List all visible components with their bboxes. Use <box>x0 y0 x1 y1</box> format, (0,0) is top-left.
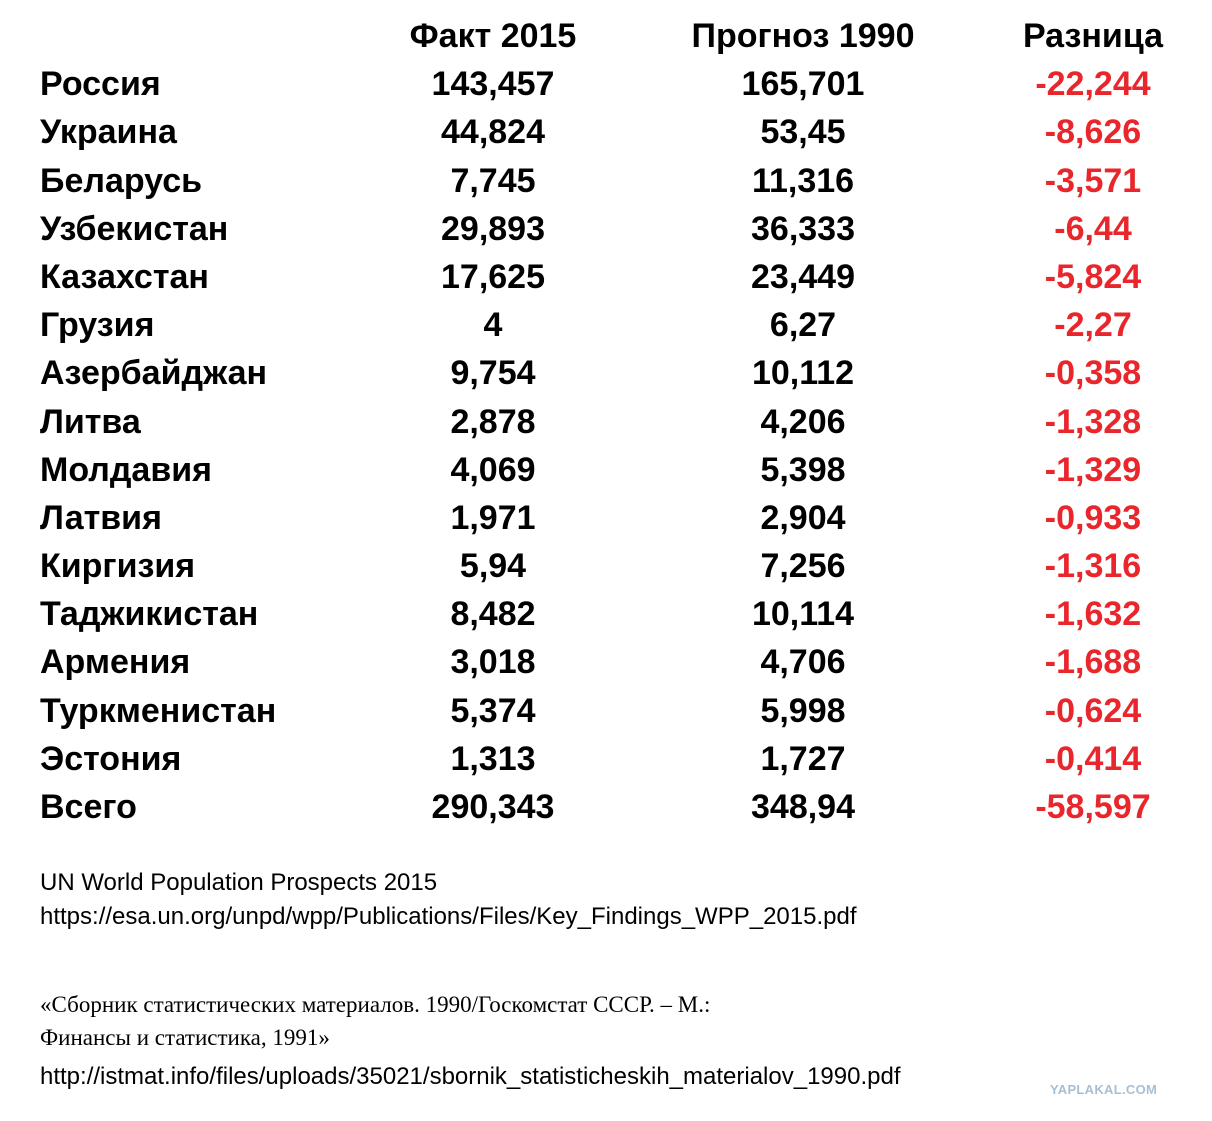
table-row: Туркменистан 5,374 5,998 -0,624 <box>0 687 1212 735</box>
country-name: Узбекистан <box>40 209 229 248</box>
difference-value: -0,358 <box>1044 354 1142 393</box>
forecast-1990-value: 53,45 <box>760 113 846 152</box>
country-name: Туркменистан <box>40 691 277 730</box>
fact-2015-value: 1,313 <box>450 739 536 778</box>
fact-2015-value: 4 <box>483 306 503 345</box>
fact-2015-value: 5,374 <box>450 691 536 730</box>
table-row: Украина 44,824 53,45 -8,626 <box>0 108 1212 156</box>
fact-2015-value: 29,893 <box>441 209 545 248</box>
fact-2015-value: 44,824 <box>441 113 545 152</box>
book-source-link[interactable]: http://istmat.info/files/uploads/35021/s… <box>40 1063 901 1090</box>
table-row: Таджикистан 8,482 10,114 -1,632 <box>0 590 1212 638</box>
table-row: Латвия 1,971 2,904 -0,933 <box>0 494 1212 542</box>
country-name: Украина <box>40 113 177 152</box>
difference-value: -3,571 <box>1044 161 1142 200</box>
header-difference: Разница <box>1022 17 1164 55</box>
forecast-1990-value: 6,27 <box>769 306 837 345</box>
fact-2015-value: 290,343 <box>431 788 555 826</box>
book-source-line-2: Финансы и статистика, 1991» <box>40 1025 330 1050</box>
forecast-1990-value: 4,206 <box>760 402 846 441</box>
header-forecast-1990: Прогноз 1990 <box>691 17 915 55</box>
table-row: Беларусь 7,745 11,316 -3,571 <box>0 157 1212 205</box>
table-row: Россия 143,457 165,701 -22,244 <box>0 60 1212 108</box>
difference-value: -1,316 <box>1044 547 1142 586</box>
difference-value: -1,632 <box>1044 595 1142 634</box>
difference-value: -5,824 <box>1044 257 1142 296</box>
country-name: Таджикистан <box>40 595 259 634</box>
country-name: Латвия <box>40 498 162 537</box>
table-row: Казахстан 17,625 23,449 -5,824 <box>0 253 1212 301</box>
country-name: Киргизия <box>40 547 196 586</box>
forecast-1990-value: 10,114 <box>751 595 855 634</box>
forecast-1990-value: 7,256 <box>760 547 846 586</box>
forecast-1990-value: 5,398 <box>760 450 846 489</box>
difference-value: -2,27 <box>1054 306 1132 345</box>
difference-value: -0,414 <box>1044 739 1142 778</box>
fact-2015-value: 4,069 <box>450 450 536 489</box>
fact-2015-value: 8,482 <box>450 595 536 634</box>
country-name: Россия <box>40 65 161 104</box>
forecast-1990-value: 23,449 <box>751 257 855 296</box>
difference-value: -22,244 <box>1035 65 1151 104</box>
country-name: Беларусь <box>40 161 203 200</box>
fact-2015-value: 3,018 <box>450 643 536 682</box>
fact-2015-value: 143,457 <box>431 65 555 104</box>
country-name: Армения <box>40 643 191 682</box>
table-row: Молдавия 4,069 5,398 -1,329 <box>0 446 1212 494</box>
fact-2015-value: 9,754 <box>450 354 536 393</box>
country-name: Азербайджан <box>40 354 268 393</box>
difference-value: -1,688 <box>1044 643 1142 682</box>
table-row: Армения 3,018 4,706 -1,688 <box>0 638 1212 686</box>
difference-value: -0,624 <box>1044 691 1142 730</box>
table-row: Литва 2,878 4,206 -1,328 <box>0 398 1212 446</box>
header-fact-2015: Факт 2015 <box>409 17 577 55</box>
table-row: Эстония 1,313 1,727 -0,414 <box>0 735 1212 783</box>
country-name: Казахстан <box>40 257 209 296</box>
difference-value: -8,626 <box>1044 113 1142 152</box>
table-row: Всего 290,343 348,94 -58,597 <box>0 783 1212 831</box>
country-name: Литва <box>40 402 141 441</box>
table-row: Киргизия 5,94 7,256 -1,316 <box>0 542 1212 590</box>
fact-2015-value: 17,625 <box>441 257 545 296</box>
forecast-1990-value: 348,94 <box>751 788 855 826</box>
difference-value: -58,597 <box>1035 788 1151 826</box>
fact-2015-value: 5,94 <box>459 547 527 586</box>
forecast-1990-value: 1,727 <box>760 739 846 778</box>
book-source-line-1: «Сборник статистических материалов. 1990… <box>40 992 711 1017</box>
forecast-1990-value: 4,706 <box>760 643 846 682</box>
country-name: Грузия <box>40 306 155 345</box>
forecast-1990-value: 165,701 <box>741 65 865 104</box>
difference-value: -6,44 <box>1054 209 1132 248</box>
difference-value: -1,329 <box>1044 450 1142 489</box>
un-source-title: UN World Population Prospects 2015 <box>40 869 438 896</box>
forecast-1990-value: 36,333 <box>751 209 855 248</box>
un-source: UN World Population Prospects 2015 https… <box>40 866 857 934</box>
difference-value: -0,933 <box>1044 498 1142 537</box>
table-row: Узбекистан 29,893 36,333 -6,44 <box>0 205 1212 253</box>
forecast-1990-value: 10,112 <box>751 354 855 393</box>
book-source: «Сборник статистических материалов. 1990… <box>40 988 710 1054</box>
difference-value: -1,328 <box>1044 402 1142 441</box>
table-header-row: Факт 2015 Прогноз 1990 Разница <box>0 12 1212 60</box>
watermark-logo: YAPLAKAL.COM <box>1050 1082 1158 1097</box>
country-name: Молдавия <box>40 450 212 489</box>
country-name: Эстония <box>40 739 182 778</box>
un-source-link[interactable]: https://esa.un.org/unpd/wpp/Publications… <box>40 903 857 930</box>
fact-2015-value: 1,971 <box>450 498 536 537</box>
fact-2015-value: 2,878 <box>450 402 536 441</box>
population-table: Факт 2015 Прогноз 1990 Разница Россия 143… <box>0 12 1212 831</box>
table-row: Азербайджан 9,754 10,112 -0,358 <box>0 349 1212 397</box>
forecast-1990-value: 2,904 <box>760 498 846 537</box>
forecast-1990-value: 5,998 <box>760 691 846 730</box>
fact-2015-value: 7,745 <box>450 161 536 200</box>
forecast-1990-value: 11,316 <box>751 161 855 200</box>
country-name: Всего <box>40 788 137 826</box>
table-row: Грузия 4 6,27 -2,27 <box>0 301 1212 349</box>
